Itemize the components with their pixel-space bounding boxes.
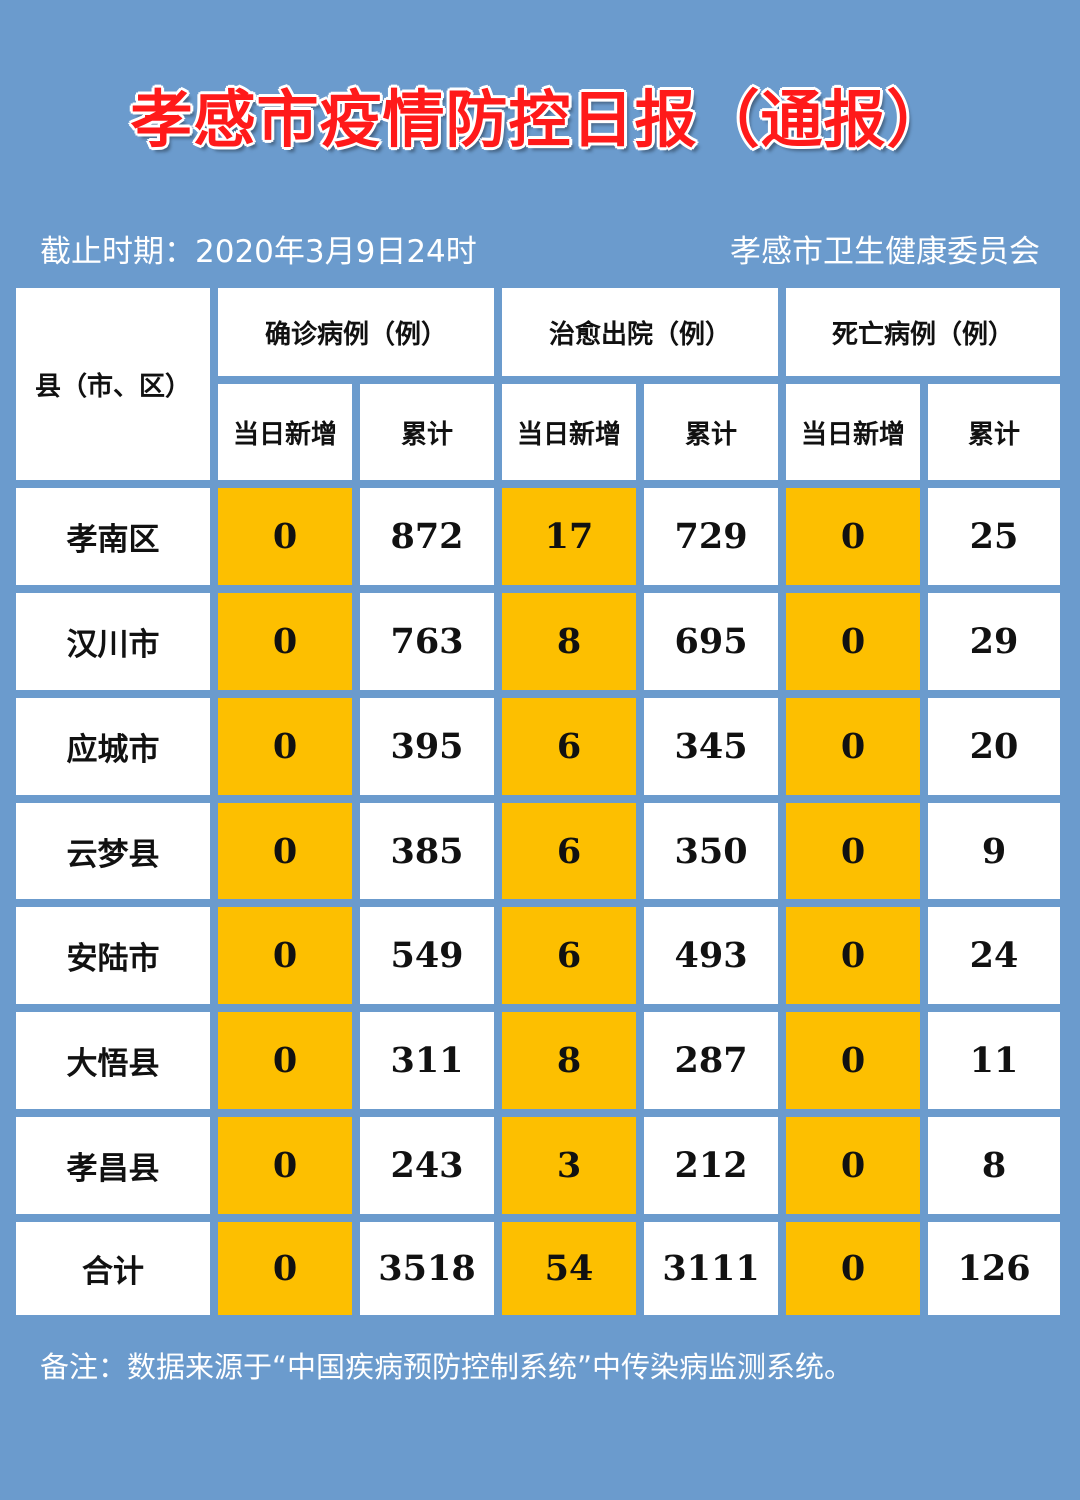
cell-confirmed-total: 549: [351, 899, 503, 1013]
cell-recovered-new: 6: [494, 899, 645, 1013]
table-row: 安陆市 0 549 6 493 0 24: [16, 899, 1061, 1013]
total-row: 合计 0 3518 54 3111 0 126: [16, 1214, 1061, 1315]
cell-deaths-total: 8: [920, 1109, 1061, 1223]
cell-deaths-new: 0: [778, 689, 929, 803]
header-row-subs: 当日新增 累计 当日新增 累计 当日新增 累计: [16, 376, 1061, 488]
cell-confirmed-total: 3518: [351, 1214, 503, 1315]
cell-confirmed-new: 0: [210, 584, 360, 698]
table-row: 汉川市 0 763 8 695 0 29: [16, 584, 1061, 698]
sub-header-deaths-total: 累计: [920, 376, 1061, 488]
cell-recovered-new: 54: [494, 1214, 645, 1315]
cell-recovered-total: 695: [636, 584, 787, 698]
region-name: 应城市: [16, 689, 218, 803]
table-row: 应城市 0 395 6 345 0 20: [16, 689, 1061, 803]
cell-deaths-new: 0: [778, 1214, 929, 1315]
publisher: 孝感市卫生健康委员会: [730, 234, 1040, 270]
table-row: 大悟县 0 311 8 287 0 11: [16, 1004, 1061, 1118]
report-title: 孝感市疫情防控日报（通报）: [130, 83, 950, 156]
cell-deaths-total: 29: [920, 584, 1061, 698]
table-row: 孝昌县 0 243 3 212 0 8: [16, 1109, 1061, 1223]
cell-deaths-total: 11: [920, 1004, 1061, 1118]
cell-confirmed-total: 872: [351, 480, 503, 593]
cell-recovered-total: 729: [636, 480, 787, 593]
region-name: 安陆市: [16, 899, 218, 1013]
group-header-deaths: 死亡病例（例）: [778, 288, 1061, 384]
header-row-groups: 县（市、区） 确诊病例（例） 治愈出院（例） 死亡病例（例）: [16, 288, 1061, 488]
sub-header-confirmed-total: 累计: [351, 376, 503, 488]
cell-deaths-new: 0: [778, 480, 929, 593]
cutoff-date: 截止时期：2020年3月9日24时: [40, 234, 477, 270]
sub-header-deaths-new: 当日新增: [778, 376, 929, 488]
data-grid: 县（市、区） 确诊病例（例） 治愈出院（例） 死亡病例（例） 当日新增 累计 当…: [16, 288, 1061, 1315]
cell-confirmed-new: 0: [210, 899, 360, 1013]
group-header-recovered: 治愈出院（例）: [494, 288, 787, 384]
cell-deaths-new: 0: [778, 1004, 929, 1118]
cell-recovered-total: 3111: [636, 1214, 787, 1315]
group-header-confirmed: 确诊病例（例）: [209, 288, 503, 384]
cell-deaths-new: 0: [778, 1109, 929, 1223]
cell-deaths-new: 0: [778, 584, 929, 698]
region-name: 合计: [16, 1214, 218, 1315]
cell-confirmed-new: 0: [210, 1004, 360, 1118]
sub-header-confirmed-new: 当日新增: [210, 376, 360, 488]
cell-recovered-new: 6: [494, 689, 645, 803]
cell-deaths-total: 25: [920, 480, 1061, 593]
region-name: 汉川市: [16, 584, 218, 698]
cell-recovered-total: 345: [636, 689, 787, 803]
cell-recovered-total: 212: [636, 1109, 787, 1223]
cell-confirmed-new: 0: [210, 689, 360, 803]
cell-deaths-new: 0: [778, 794, 929, 908]
table-row: 云梦县 0 385 6 350 0 9: [16, 794, 1061, 908]
sub-header-recovered-new: 当日新增: [494, 376, 645, 488]
cell-recovered-total: 493: [636, 899, 787, 1013]
region-name: 孝昌县: [16, 1109, 218, 1223]
cell-recovered-new: 17: [494, 480, 645, 593]
report-table: 县（市、区） 确诊病例（例） 治愈出院（例） 死亡病例（例） 当日新增 累计 当…: [16, 288, 1061, 1315]
region-name: 大悟县: [16, 1004, 218, 1118]
cell-confirmed-total: 395: [351, 689, 503, 803]
cell-confirmed-total: 385: [351, 794, 503, 908]
cell-recovered-new: 6: [494, 794, 645, 908]
cell-recovered-total: 287: [636, 1004, 787, 1118]
cell-confirmed-total: 243: [351, 1109, 503, 1223]
source-note: 备注：数据来源于“中国疾病预防控制系统”中传染病监测系统。: [40, 1350, 854, 1384]
cell-deaths-new: 0: [778, 899, 929, 1013]
cell-confirmed-new: 0: [210, 794, 360, 908]
cell-confirmed-total: 311: [351, 1004, 503, 1118]
cell-deaths-total: 126: [920, 1214, 1061, 1315]
cell-confirmed-new: 0: [210, 480, 360, 593]
cell-recovered-new: 8: [494, 1004, 645, 1118]
region-name: 云梦县: [16, 794, 218, 908]
cell-deaths-total: 20: [920, 689, 1061, 803]
cell-deaths-total: 9: [920, 794, 1061, 908]
sub-header-recovered-total: 累计: [636, 376, 787, 488]
cell-deaths-total: 24: [920, 899, 1061, 1013]
region-header: 县（市、区）: [16, 288, 218, 488]
cell-confirmed-new: 0: [210, 1214, 360, 1315]
region-name: 孝南区: [16, 480, 218, 593]
cell-recovered-new: 8: [494, 584, 645, 698]
table-row: 孝南区 0 872 17 729 0 25: [16, 480, 1061, 593]
cell-recovered-total: 350: [636, 794, 787, 908]
cell-confirmed-new: 0: [210, 1109, 360, 1223]
cell-confirmed-total: 763: [351, 584, 503, 698]
cell-recovered-new: 3: [494, 1109, 645, 1223]
